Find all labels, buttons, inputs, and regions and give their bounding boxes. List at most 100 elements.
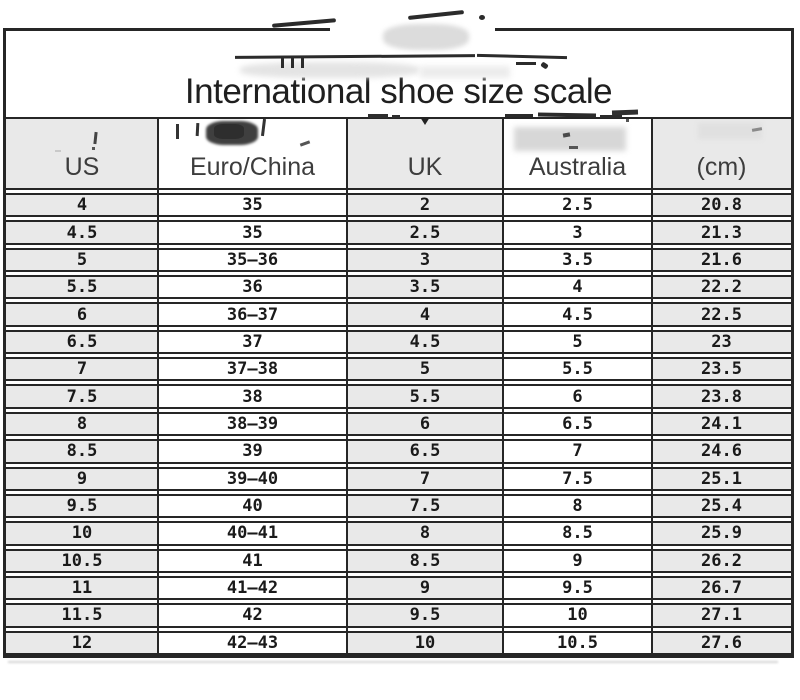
column-header-euro-china: Euro/China [158,119,347,188]
table-row: 10.5 41 8.5 9 26.2 [6,548,791,573]
table-cell: 3 [347,249,503,271]
table-cell: 6.5 [347,441,503,462]
table-cell: 36 [158,277,347,298]
table-cell: 10.5 [6,550,158,571]
table-cell: 35—36 [158,249,347,271]
table-cell: 9 [503,550,652,571]
column-header-australia: Australia [503,119,652,188]
table-cell: 22.2 [652,277,791,298]
table-cell: 36—37 [158,304,347,325]
table-cell: 37 [158,331,347,353]
table-cell: 23.8 [652,386,791,407]
page-title: International shoe size scale [184,72,613,111]
table-cell: 6 [6,304,158,325]
table-cell: 4 [6,195,158,216]
table-cell: 5 [6,249,158,271]
table-cell: 5 [347,359,503,380]
table-cell: 9.5 [503,577,652,599]
table-cell: 40 [158,495,347,517]
table-cell: 3 [503,222,652,243]
table-cell: 39 [158,441,347,462]
table-cell: 7.5 [6,386,158,407]
table-cell: 4.5 [6,222,158,243]
table-cell: 8 [6,413,158,435]
table-cell: 11 [6,577,158,599]
table-cell: 41—42 [158,577,347,599]
table-row: 7 37—38 5 5.5 23.5 [6,357,791,382]
table-row: 5.5 36 3.5 4 22.2 [6,275,791,300]
table-cell: 27.1 [652,605,791,626]
column-divider [156,119,159,655]
table-cell: 39—40 [158,468,347,489]
table-cell: 10.5 [503,632,652,653]
table-cell: 3.5 [503,249,652,271]
table-cell: 4.5 [503,304,652,325]
table-cell: 8 [503,495,652,517]
table-cell: 24.1 [652,413,791,435]
table-cell: 5.5 [347,386,503,407]
table-cell: 4 [503,277,652,298]
table-cell: 7.5 [347,495,503,517]
table-cell: 5.5 [503,359,652,380]
table-row: 4.5 35 2.5 3 21.3 [6,220,791,245]
table-row: 6.5 37 4.5 5 23 [6,329,791,355]
table-cell: 8.5 [6,441,158,462]
table-cell: 26.7 [652,577,791,599]
scan-artifact [8,661,778,663]
table-cell: 7 [503,441,652,462]
table-cell: 25.9 [652,523,791,544]
column-divider [650,119,653,655]
table-cell: 6.5 [6,331,158,353]
table-cell: 22.5 [652,304,791,325]
table-cell: 2.5 [503,195,652,216]
scan-artifact [407,10,465,20]
table-row: 5 35—36 3 3.5 21.6 [6,247,791,273]
table-cell: 10 [6,523,158,544]
table-cell: 23 [652,331,791,353]
table-cell: 12 [6,632,158,653]
table-cell: 41 [158,550,347,571]
table-cell: 6.5 [503,413,652,435]
table-row: 8 38—39 6 6.5 24.1 [6,411,791,437]
table-cell: 42—43 [158,632,347,653]
column-divider [501,119,504,655]
table-cell: 21.6 [652,249,791,271]
table-cell: 42 [158,605,347,626]
table-title-row: International shoe size scale [6,31,791,119]
table-cell: 10 [503,605,652,626]
table-header-row: US Euro/China UK Australia (cm) [6,119,791,190]
table-cell: 35 [158,195,347,216]
table-row: 6 36—37 4 4.5 22.5 [6,302,791,327]
table-row: 12 42—43 10 10.5 27.6 [6,630,791,655]
table-row: 9 39—40 7 7.5 25.1 [6,466,791,491]
column-header-us: US [6,119,158,188]
table-cell: 37—38 [158,359,347,380]
table-row: 11 41—42 9 9.5 26.7 [6,575,791,601]
table-cell: 25.4 [652,495,791,517]
table-cell: 26.2 [652,550,791,571]
table-cell: 10 [347,632,503,653]
table-cell: 2 [347,195,503,216]
table-body: 4 35 2 2.5 20.8 4.5 35 2.5 3 21.3 5 35—36 3 3.5 21.6 5.… [6,193,791,655]
table-cell: 8 [347,523,503,544]
table-cell: 23.5 [652,359,791,380]
table-cell: 3.5 [347,277,503,298]
table-row: 9.5 40 7.5 8 25.4 [6,493,791,519]
table-cell: 7 [347,468,503,489]
scan-artifact [479,15,485,20]
table-cell: 9 [347,577,503,599]
table-cell: 5 [503,331,652,353]
table-row: 4 35 2 2.5 20.8 [6,193,791,218]
table-cell: 11.5 [6,605,158,626]
table-cell: 27.6 [652,632,791,653]
table-cell: 25.1 [652,468,791,489]
table-cell: 40—41 [158,523,347,544]
table-row: 10 40—41 8 8.5 25.9 [6,521,791,546]
column-header-cm: (cm) [652,119,791,188]
table-cell: 6 [503,386,652,407]
table-cell: 5.5 [6,277,158,298]
column-divider [345,119,348,655]
table-row: 7.5 38 5.5 6 23.8 [6,384,791,409]
table-cell: 2.5 [347,222,503,243]
column-header-uk: UK [347,119,503,188]
